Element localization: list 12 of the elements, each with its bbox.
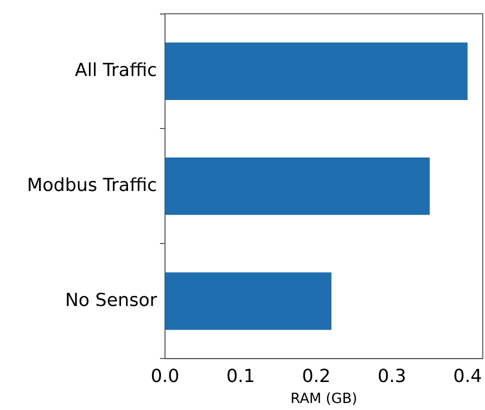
- bar: [165, 157, 430, 215]
- x-tick-label: 0.3: [378, 366, 406, 388]
- y-tick-label: Modbus Traffic: [27, 174, 157, 196]
- bar: [165, 42, 468, 100]
- x-axis-title: RAM (GB): [290, 391, 358, 408]
- x-tick-label: 0.1: [226, 366, 255, 388]
- x-tick-label: 0.0: [150, 366, 180, 388]
- bar: [165, 272, 332, 330]
- x-tick-label: 0.2: [302, 366, 331, 388]
- y-tick-label: All Traffic: [74, 60, 157, 81]
- y-tick-label: No Sensor: [65, 290, 158, 311]
- x-tick-label: 0.4: [453, 366, 482, 388]
